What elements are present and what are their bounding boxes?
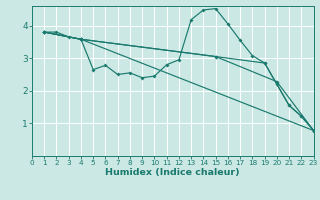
X-axis label: Humidex (Indice chaleur): Humidex (Indice chaleur) <box>106 168 240 177</box>
